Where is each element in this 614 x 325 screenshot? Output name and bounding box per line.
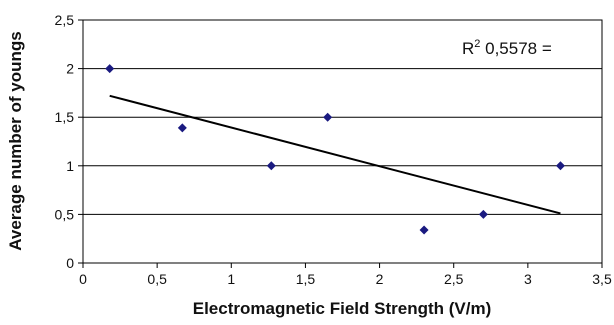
x-axis-title: Electromagnetic Field Strength (V/m) [193, 299, 492, 318]
x-tick-label: 2 [376, 271, 384, 287]
x-axis: 0 0,5 1 1,5 2 2,5 3 3,5 [79, 263, 612, 287]
data-point [266, 161, 276, 171]
data-point [478, 209, 488, 219]
x-tick-label: 2,5 [444, 271, 464, 287]
annotation-superscript: 2 [474, 38, 480, 50]
y-tick-label: 1,5 [55, 109, 75, 125]
x-tick-label: 0 [79, 271, 87, 287]
y-tick-label: 0 [66, 255, 74, 271]
x-tick-label: 3,5 [592, 271, 612, 287]
y-axis-title: Average number of youngs [6, 31, 25, 250]
y-axis: 0 0,5 1 1,5 2 2,5 [55, 12, 83, 271]
annotation-prefix: R [462, 39, 474, 58]
data-points [105, 64, 565, 235]
y-tick-label: 2,5 [55, 12, 75, 28]
y-tick-label: 0,5 [55, 206, 75, 222]
y-tick-label: 2 [66, 61, 74, 77]
x-tick-label: 1,5 [296, 271, 316, 287]
trendline-group [109, 94, 561, 215]
annotation: R2 0,5578 = [462, 38, 552, 58]
data-point [177, 123, 187, 133]
trendline [109, 94, 561, 215]
x-tick-label: 3 [524, 271, 532, 287]
gridlines [83, 68, 602, 215]
y-tick-label: 1 [66, 158, 74, 174]
data-point [419, 225, 429, 235]
x-tick-label: 1 [227, 271, 235, 287]
data-point [105, 64, 115, 74]
x-tick-label: 0,5 [147, 271, 167, 287]
data-point [323, 112, 333, 122]
data-point [555, 161, 565, 171]
annotation-text: 0,5578 = [480, 39, 551, 58]
plot-area [82, 19, 603, 264]
